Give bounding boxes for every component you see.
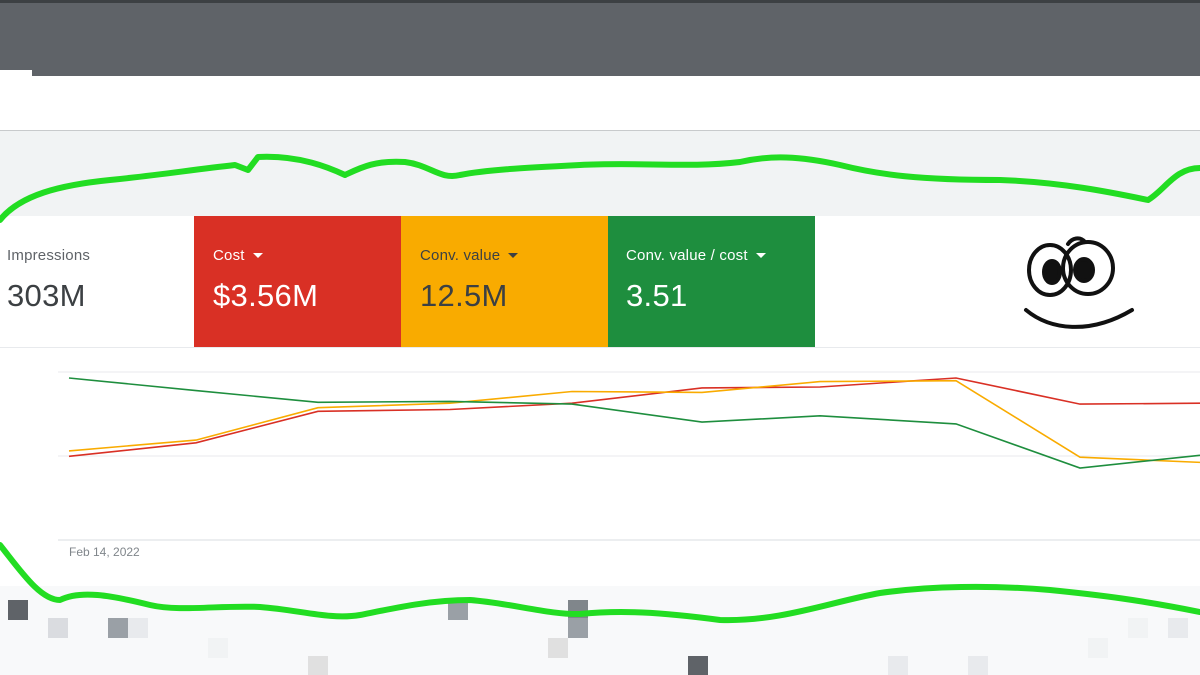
pixelated-block	[968, 656, 988, 675]
performance-line-chart: Feb 14, 2022	[58, 371, 1200, 559]
active-tab-indicator	[0, 70, 32, 78]
metric-card-conv-value-cost[interactable]: Conv. value / cost 3.51	[608, 216, 815, 347]
pixelated-block	[1088, 638, 1108, 658]
chart-gridlines	[58, 371, 1200, 541]
pixelated-block	[1168, 618, 1188, 638]
metric-label[interactable]: Conv. value	[420, 246, 608, 264]
caret-down-icon[interactable]	[252, 252, 263, 258]
page-background	[0, 131, 1200, 216]
cost-label: Cost	[213, 246, 245, 264]
conv-value-value: 12.5M	[420, 278, 508, 313]
pixelated-block	[108, 618, 128, 638]
performance-overview-card: Impressions 303M Cost $3.56M Conv. value…	[0, 216, 1200, 587]
pixelated-block	[308, 656, 328, 675]
chart-series	[68, 377, 1200, 469]
pixelated-block	[548, 638, 568, 658]
pixelated-block	[888, 656, 908, 675]
pixelated-block	[128, 618, 148, 638]
conv-value-cost-value: 3.51	[626, 278, 688, 313]
pixelated-block	[1128, 618, 1148, 638]
pixelated-block	[208, 638, 228, 658]
metric-card-impressions[interactable]: Impressions 303M	[0, 216, 194, 347]
metric-scorecards: Impressions 303M Cost $3.56M Conv. value…	[0, 216, 1200, 347]
pixelated-block	[448, 600, 468, 620]
caret-down-icon[interactable]	[755, 252, 766, 258]
impressions-value: 303M	[7, 278, 86, 313]
metric-label: Impressions	[7, 246, 194, 264]
pixelated-block	[568, 600, 588, 620]
app-top-bar	[0, 0, 1200, 76]
pixelated-block	[8, 600, 28, 620]
metric-label[interactable]: Conv. value / cost	[626, 246, 815, 264]
pixelated-block	[568, 618, 588, 638]
pixelated-block	[48, 618, 68, 638]
caret-down-icon[interactable]	[508, 252, 519, 258]
x-tick-label: Feb 14, 2022	[69, 545, 140, 559]
divider	[0, 347, 1200, 348]
series-line	[68, 377, 1200, 469]
cost-value: $3.56M	[213, 278, 319, 313]
metric-label[interactable]: Cost	[213, 246, 401, 264]
conv-value-cost-label: Conv. value / cost	[626, 246, 748, 264]
conv-value-label: Conv. value	[420, 246, 501, 264]
metric-card-conv-value[interactable]: Conv. value 12.5M	[401, 216, 608, 347]
series-line	[68, 377, 1200, 458]
metric-card-cost[interactable]: Cost $3.56M	[194, 216, 401, 347]
impressions-label: Impressions	[7, 246, 91, 264]
pixelated-block	[688, 656, 708, 675]
obscured-content	[0, 586, 1200, 675]
toolbar-area	[0, 76, 1200, 132]
series-line	[68, 379, 1200, 464]
